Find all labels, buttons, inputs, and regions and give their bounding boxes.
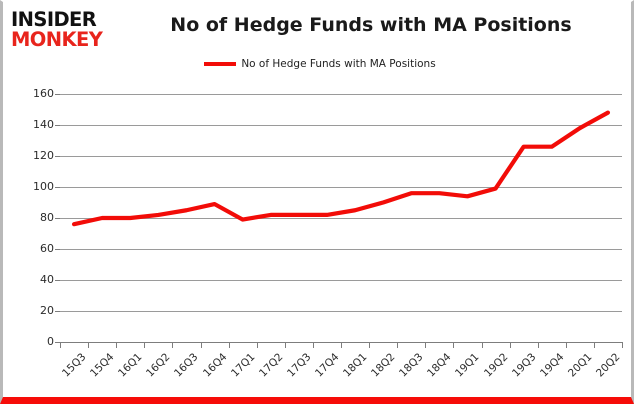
gridline	[60, 156, 622, 157]
legend-line-swatch	[204, 62, 237, 66]
y-tick-label: 60	[40, 242, 54, 255]
y-tick-mark	[55, 94, 60, 95]
y-tick-mark	[55, 156, 60, 157]
chart-title: No of Hedge Funds with MA Positions	[170, 14, 572, 36]
insider-monkey-logo: INSIDER MONKEY	[11, 10, 119, 49]
y-tick-label: 100	[33, 180, 54, 193]
x-tick-mark	[425, 342, 427, 348]
x-tick-mark	[172, 342, 174, 348]
x-tick-mark	[116, 342, 118, 348]
y-axis-ticks	[3, 94, 60, 343]
x-tick-mark	[284, 342, 286, 348]
plot-area: 0 20 40 60 80 100 120 140 160 15Q3 15Q4 16Q1 16Q2 16…	[3, 2, 631, 397]
y-tick-mark	[55, 342, 60, 343]
y-tick-label: 80	[40, 211, 54, 224]
x-tick-mark	[593, 342, 595, 348]
x-tick-mark	[88, 342, 90, 348]
gridline	[60, 249, 622, 250]
y-tick-label: 40	[40, 273, 54, 286]
y-tick-label: 140	[33, 118, 54, 131]
x-tick-mark	[200, 342, 202, 348]
y-tick-label: 20	[40, 304, 54, 317]
series-line-chart	[71, 110, 611, 227]
y-tick-mark	[55, 280, 60, 281]
x-tick-mark	[228, 342, 230, 348]
x-tick-mark	[369, 342, 371, 348]
x-tick-mark	[312, 342, 314, 348]
y-tick-label: 160	[33, 87, 54, 100]
x-tick-mark	[397, 342, 399, 348]
logo-text-insider: INSIDER	[11, 8, 97, 31]
gridline	[60, 280, 622, 281]
x-tick-mark	[481, 342, 483, 348]
x-tick-mark	[256, 342, 258, 348]
legend-entry-label: No of Hedge Funds with MA Positions	[241, 58, 436, 70]
x-tick-mark	[60, 342, 61, 348]
x-tick-mark	[509, 342, 511, 348]
gridline	[60, 311, 622, 312]
gridline	[60, 125, 622, 126]
y-tick-label: 120	[33, 149, 54, 162]
gridline	[60, 218, 622, 219]
y-tick-mark	[55, 125, 60, 126]
y-tick-mark	[55, 187, 60, 188]
x-tick-mark	[537, 342, 539, 348]
y-tick-mark	[55, 311, 60, 312]
gridline	[60, 94, 622, 95]
x-tick-mark	[341, 342, 342, 348]
y-tick-mark	[55, 218, 60, 219]
x-tick-mark	[622, 342, 623, 348]
y-tick-mark	[55, 249, 60, 250]
gridline	[60, 187, 622, 188]
y-axis-labels: 0 20 40 60 80 100 120 140 160	[3, 87, 54, 348]
x-tick-mark	[144, 342, 146, 348]
logo-text-monkey: MONKEY	[11, 27, 103, 51]
x-tick-mark	[565, 342, 567, 348]
series-polyline-no-of-hedge-funds	[71, 110, 611, 227]
x-tick-mark	[453, 342, 455, 348]
y-tick-label: 0	[47, 335, 54, 348]
chart-legend: No of Hedge Funds with MA Positions	[3, 58, 631, 70]
